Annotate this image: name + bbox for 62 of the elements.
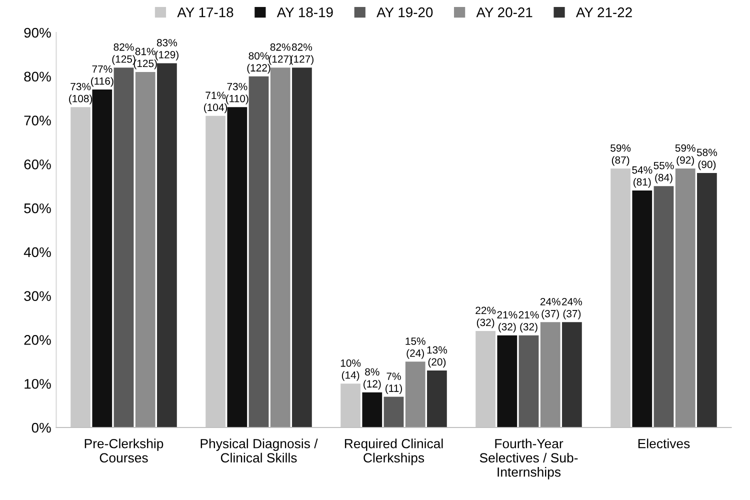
bar	[270, 68, 290, 428]
y-tick-label: 50%	[24, 203, 51, 214]
bar	[427, 370, 447, 428]
data-label: 7% (11)	[386, 372, 402, 394]
data-label: 24% (37)	[562, 298, 582, 320]
x-tick-label: Electives	[638, 438, 690, 448]
bar	[540, 322, 560, 428]
bar	[697, 172, 717, 428]
data-label: 22% (32)	[476, 306, 496, 328]
bar	[518, 335, 539, 428]
data-label: 59% (92)	[675, 144, 696, 166]
data-label: 55% (84)	[654, 162, 674, 184]
x-tick-label: Required Clinical Clerkships	[344, 438, 443, 466]
data-label: 24% (37)	[540, 298, 560, 320]
data-label: 8% (12)	[364, 368, 381, 390]
y-tick-label: 60%	[24, 160, 51, 170]
bar	[675, 168, 696, 428]
legend-label: AY 20-21	[476, 7, 532, 18]
bar	[135, 72, 156, 428]
y-tick-label: 30%	[24, 291, 51, 302]
x-tick-label: Fourth-Year Selectives / Sub- Internships	[480, 438, 578, 480]
y-tick-label: 0%	[32, 422, 51, 433]
data-label: 58% (90)	[696, 148, 718, 170]
data-label: 83% (129)	[155, 39, 178, 60]
y-tick-label: 70%	[24, 116, 51, 126]
bar	[362, 392, 382, 428]
legend-label: AY 19-20	[376, 7, 433, 18]
y-tick-label: 80%	[24, 72, 51, 82]
bar	[654, 186, 674, 428]
bar	[384, 396, 404, 428]
data-label: 54% (81)	[632, 166, 652, 188]
data-label: 21% (32)	[518, 311, 539, 333]
bar	[562, 322, 582, 428]
data-label: 13% (20)	[427, 346, 448, 368]
bar	[227, 107, 248, 428]
data-label: 82% (125)	[112, 43, 136, 65]
bar	[405, 362, 426, 428]
y-tick-label: 40%	[24, 247, 51, 258]
data-label: 10% (14)	[340, 359, 361, 381]
data-label: 77% (116)	[91, 65, 114, 87]
x-tick-label: Physical Diagnosis / Clinical Skills	[200, 438, 318, 463]
legend-label: AY 21-22	[576, 7, 632, 18]
data-label: 59% (87)	[610, 144, 631, 166]
bar	[292, 68, 312, 428]
legend-label: AY 17-18	[177, 7, 234, 18]
bar	[248, 76, 269, 428]
bar	[114, 68, 134, 428]
y-tick-label: 90%	[24, 28, 51, 38]
bar	[92, 90, 112, 428]
bar	[632, 190, 652, 428]
y-tick-label: 20%	[24, 335, 51, 345]
bar	[497, 335, 518, 428]
y-tick-label: 10%	[24, 378, 51, 389]
data-label: 15% (24)	[406, 338, 426, 359]
data-label: 73% (110)	[226, 82, 248, 104]
data-label: 71% (104)	[204, 92, 228, 114]
legend-label: AY 18-19	[276, 7, 333, 18]
data-label: 21% (32)	[497, 311, 518, 333]
x-tick-label: Pre-Clerkship Courses	[84, 438, 164, 463]
data-label: 73% (108)	[69, 82, 92, 104]
data-label: 82% (127)	[268, 43, 292, 65]
bar	[157, 63, 177, 428]
